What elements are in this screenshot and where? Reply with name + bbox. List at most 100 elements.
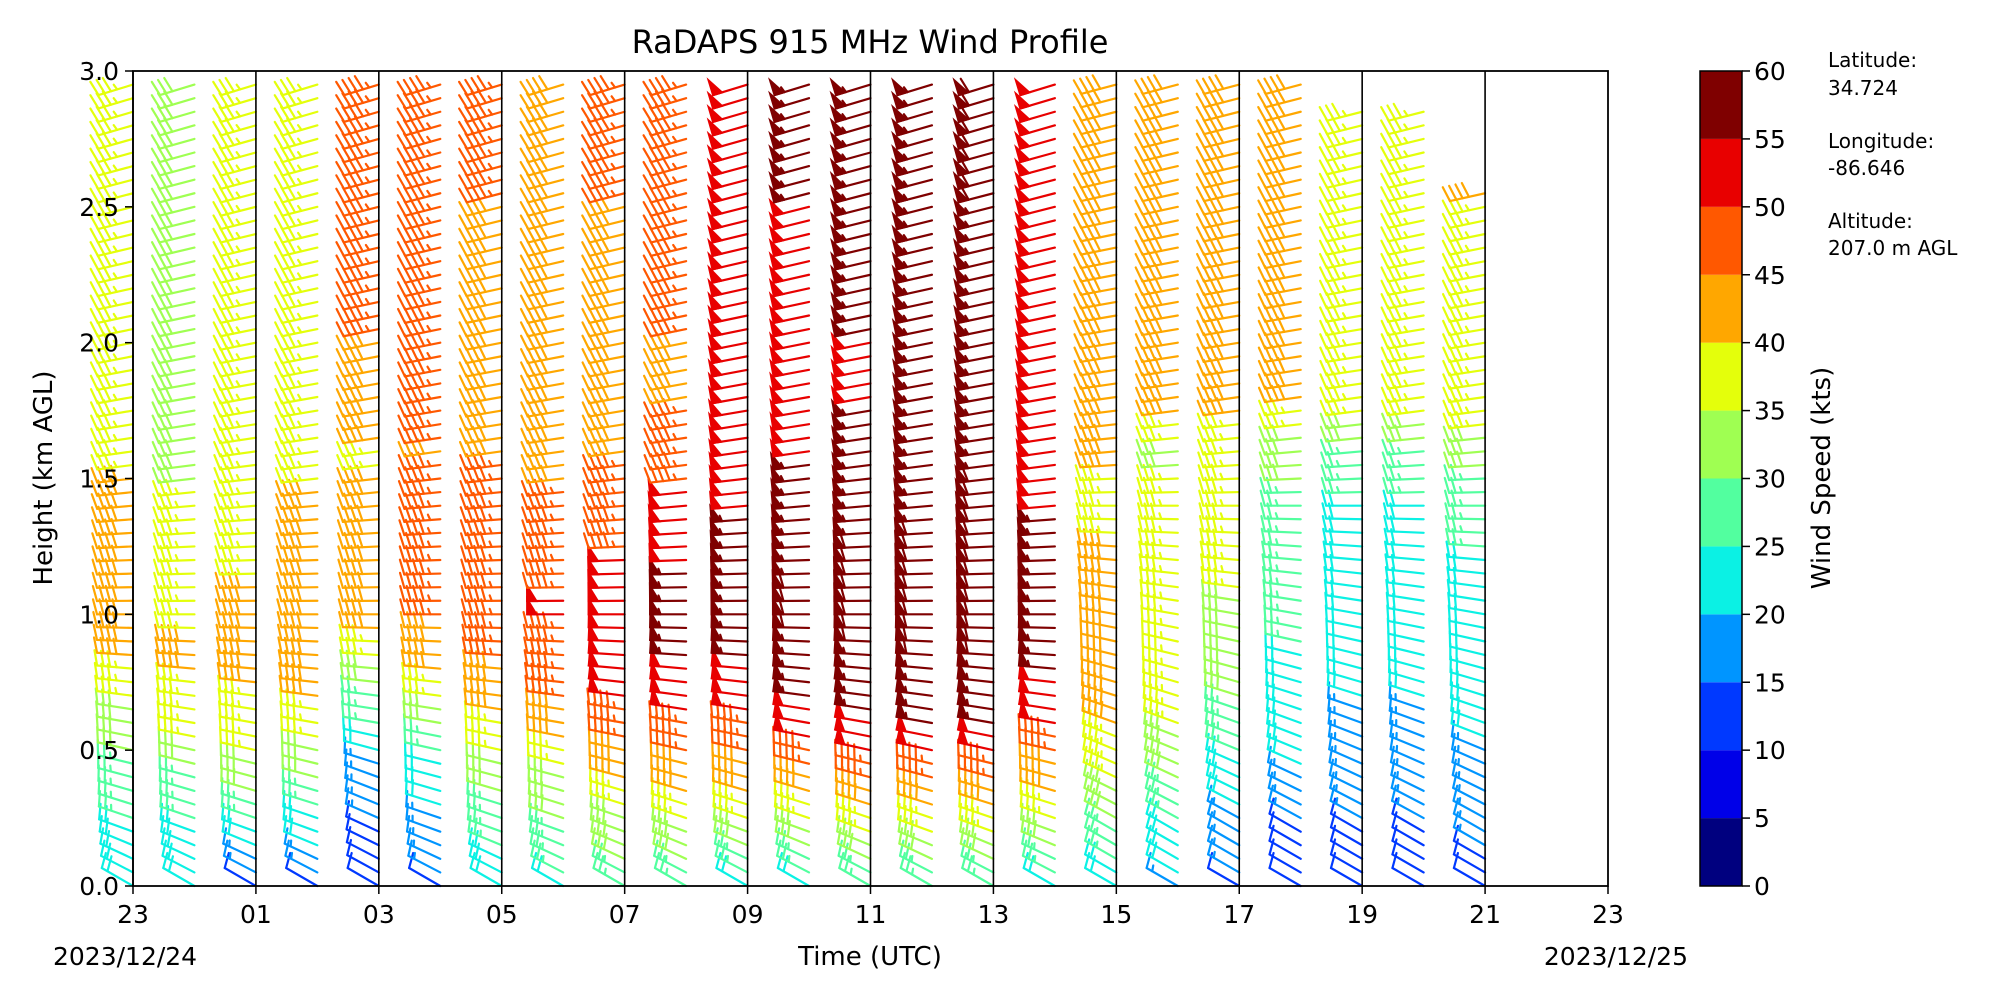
barb-flag xyxy=(1013,117,1032,137)
barb-full xyxy=(1027,842,1034,860)
barb-full xyxy=(151,361,161,378)
barb-flag xyxy=(829,90,847,110)
barb-half xyxy=(235,487,241,495)
barb-flag xyxy=(587,659,600,681)
barb-half xyxy=(174,620,180,629)
barb-full xyxy=(642,334,652,351)
wind-barb xyxy=(335,384,380,405)
wind-barb xyxy=(831,490,872,510)
barb-full xyxy=(335,241,345,257)
barb-half xyxy=(964,301,970,309)
barb-half xyxy=(426,500,432,508)
barb-half xyxy=(842,685,847,694)
wind-barb xyxy=(1013,90,1056,110)
barb-flag xyxy=(956,608,969,629)
barb-half xyxy=(112,191,119,199)
wind-barb xyxy=(340,687,380,711)
barb-flag xyxy=(768,304,785,325)
barb-full xyxy=(965,817,970,836)
barb-full xyxy=(150,187,161,204)
barb-half xyxy=(426,149,432,157)
barb-flag xyxy=(955,516,969,537)
wind-barb xyxy=(768,210,811,231)
barb-flag xyxy=(707,411,724,432)
wind-barb xyxy=(953,411,995,432)
barb-half xyxy=(550,634,555,643)
barb-half xyxy=(235,272,241,280)
barb-half xyxy=(841,180,847,188)
barb-flag xyxy=(830,251,847,271)
barb-staff xyxy=(285,866,319,888)
barb-half xyxy=(902,368,908,376)
barb-half xyxy=(427,567,432,575)
barb-full xyxy=(286,76,297,93)
barb-half xyxy=(487,135,494,143)
barb-flag xyxy=(709,529,723,550)
wind-barb xyxy=(768,317,811,338)
barb-full xyxy=(89,174,100,190)
barb-half xyxy=(780,541,785,549)
barb-half xyxy=(487,108,494,116)
wind-barb xyxy=(273,170,319,190)
wind-barb xyxy=(891,130,934,151)
barb-full xyxy=(538,75,549,91)
barb-full xyxy=(89,294,99,311)
barb-full xyxy=(522,610,529,629)
barb-full xyxy=(283,827,289,845)
barb-half xyxy=(841,220,847,228)
barb-flag xyxy=(833,608,846,629)
barb-flag xyxy=(1017,608,1030,629)
barb-full xyxy=(273,134,284,150)
wind-barb xyxy=(405,814,442,847)
wind-barb xyxy=(1014,331,1056,351)
barb-full xyxy=(581,174,591,190)
wind-barb xyxy=(772,710,811,738)
wind-barb xyxy=(891,251,934,271)
barb-half xyxy=(610,108,617,116)
barb-full xyxy=(642,281,653,298)
barb-flag xyxy=(893,490,908,510)
wind-barb xyxy=(283,827,319,860)
barb-flag xyxy=(892,371,908,392)
barb-full xyxy=(460,598,467,616)
barb-full xyxy=(458,307,468,324)
barb-flag xyxy=(710,582,723,603)
barb-full xyxy=(476,75,488,91)
barb-half xyxy=(780,659,785,668)
wind-barb xyxy=(276,623,319,643)
wind-barb xyxy=(772,659,811,684)
barb-full xyxy=(150,174,161,190)
barb-half xyxy=(112,97,119,104)
barb-full xyxy=(274,414,283,431)
wind-barb xyxy=(406,827,442,860)
wind-barb xyxy=(831,463,872,484)
wind-barb xyxy=(829,103,872,124)
barb-full xyxy=(396,174,407,190)
wind-barb xyxy=(284,839,319,874)
barb-full xyxy=(397,374,406,391)
wind-barb xyxy=(1015,398,1056,418)
wind-barb xyxy=(956,697,995,725)
barb-flag xyxy=(706,130,724,151)
barb-full xyxy=(150,227,161,244)
barb-half xyxy=(112,164,119,172)
wind-barb xyxy=(892,371,934,392)
wind-barb xyxy=(832,529,872,550)
barb-half xyxy=(235,447,241,455)
barb-full xyxy=(212,241,222,257)
wind-barb xyxy=(769,384,811,405)
wind-barb xyxy=(212,157,258,177)
wind-barb xyxy=(706,90,749,110)
barb-half xyxy=(297,272,303,280)
barb-half xyxy=(550,687,555,696)
barb-flag xyxy=(710,672,723,694)
barb-full xyxy=(396,147,407,164)
barb-full xyxy=(642,307,652,324)
barb-full xyxy=(335,227,345,244)
barb-flag xyxy=(768,117,786,137)
barb-half xyxy=(235,83,242,91)
barb-full xyxy=(521,519,529,537)
barb-half xyxy=(902,514,908,523)
barb-full xyxy=(212,160,223,177)
barb-full xyxy=(519,214,530,231)
